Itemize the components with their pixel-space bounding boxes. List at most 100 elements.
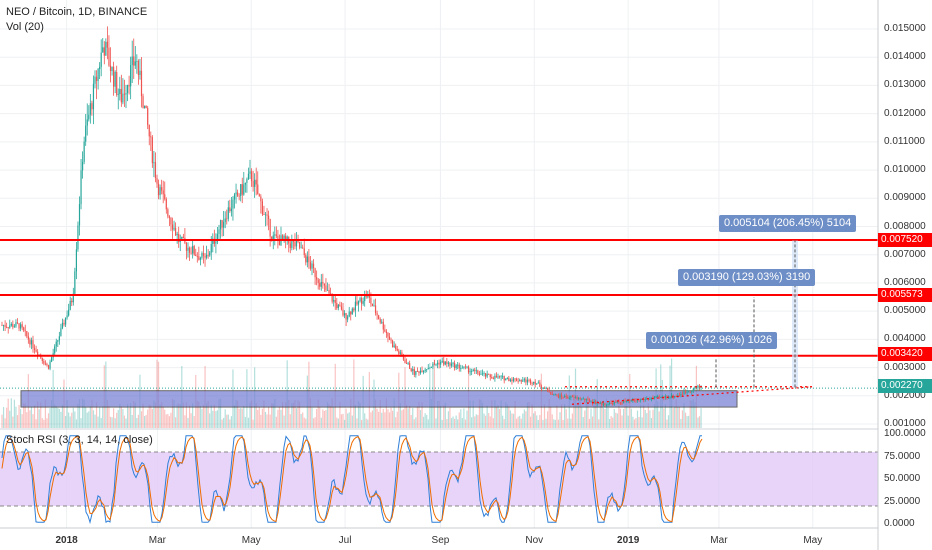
- candle-body: [671, 394, 673, 398]
- candle-body: [376, 312, 378, 316]
- volume-bar: [458, 412, 460, 428]
- time-tick-label: 2018: [55, 535, 78, 546]
- volume-bar: [297, 400, 299, 428]
- volume-bar: [140, 411, 143, 428]
- volume-bar: [190, 413, 192, 428]
- candle-body: [540, 386, 542, 389]
- volume-bar: [238, 408, 240, 428]
- candle-body: [463, 366, 465, 368]
- volume-bar: [326, 402, 329, 428]
- volume-bar: [230, 416, 232, 428]
- candle-body: [689, 391, 691, 393]
- volume-bar: [584, 410, 586, 428]
- candle-body: [210, 244, 212, 253]
- volume-bar: [289, 414, 291, 428]
- volume-bar: [672, 408, 674, 428]
- candle-body: [351, 308, 353, 315]
- volume-bar: [2, 407, 5, 428]
- candle-body: [446, 361, 448, 364]
- candle-body: [405, 362, 408, 364]
- price-tick-label: 0.005000: [884, 305, 926, 317]
- candle-body: [271, 236, 273, 240]
- candle-body: [229, 207, 231, 212]
- symbol-legend[interactable]: NEO / Bitcoin, 1D, BINANCE: [6, 6, 148, 18]
- volume-bar: [41, 418, 43, 428]
- candle-body: [47, 365, 50, 369]
- candle-body: [571, 396, 573, 398]
- candle-body: [274, 234, 276, 236]
- measure-label-1[interactable]: 0.005104 (206.45%) 5104: [719, 215, 857, 232]
- candle-body: [334, 300, 336, 303]
- volume-bar: [7, 398, 9, 428]
- volume-bar: [587, 400, 589, 428]
- measure-lines[interactable]: [715, 240, 798, 388]
- stoch-rsi-legend[interactable]: Stoch RSI (3, 3, 14, 14, close): [6, 434, 153, 446]
- volume-bar: [323, 410, 325, 428]
- candle-body: [316, 277, 318, 280]
- volume-bar: [9, 410, 11, 428]
- candle-body: [154, 162, 157, 179]
- candle-body: [447, 362, 449, 364]
- candle-body: [419, 370, 422, 374]
- candle-body: [44, 363, 46, 365]
- volume-bar: [108, 406, 110, 428]
- volume-bar: [573, 400, 575, 428]
- candle-body: [1, 325, 3, 327]
- candle-body: [421, 370, 423, 373]
- volume-bar: [55, 406, 57, 428]
- volume-bar: [165, 414, 167, 428]
- candle-body: [95, 76, 98, 81]
- support-zone[interactable]: [20, 390, 738, 408]
- measure-label-2[interactable]: 0.003190 (129.03%) 3190: [678, 269, 816, 286]
- measure-label-3[interactable]: 0.001026 (42.96%) 1026: [646, 332, 778, 349]
- candle-body: [404, 359, 406, 363]
- candle-body: [97, 69, 99, 81]
- volume-bar: [466, 410, 468, 428]
- volume-bar: [30, 407, 33, 428]
- volume-bar: [525, 411, 527, 428]
- volume-bar: [602, 407, 604, 428]
- candle-body: [167, 209, 169, 217]
- volume-bar: [77, 403, 79, 428]
- time-tick-label: Jul: [338, 535, 352, 546]
- volume-bar: [517, 416, 519, 428]
- volume-bar: [171, 399, 174, 428]
- volume-bar: [534, 411, 536, 428]
- rsi-tick-label: 50.0000: [884, 473, 921, 484]
- candle-body: [388, 336, 391, 340]
- candle-body: [548, 389, 550, 393]
- candle-body: [103, 47, 105, 56]
- candle-body: [502, 376, 504, 378]
- volume-bar: [15, 406, 17, 428]
- volume-bar: [68, 412, 70, 428]
- volume-bar: [333, 407, 335, 428]
- volume-bar: [365, 418, 367, 428]
- volume-bar: [684, 412, 687, 428]
- volume-bar: [539, 415, 541, 428]
- volume-bar: [60, 411, 62, 428]
- volume-bar: [581, 407, 583, 428]
- volume-bar: [216, 410, 219, 428]
- candle-body: [294, 241, 296, 247]
- volume-bar: [361, 419, 363, 428]
- resistance-lines[interactable]: [0, 239, 878, 405]
- volume-bar: [595, 401, 597, 428]
- candle-body: [308, 256, 310, 263]
- volume-bar: [223, 417, 225, 428]
- candle-body: [147, 107, 149, 125]
- candle-body: [35, 350, 37, 352]
- volume-bar: [120, 406, 122, 428]
- volume-bar: [325, 409, 327, 428]
- candle-body: [547, 387, 549, 390]
- candle-body: [412, 369, 414, 371]
- candle-body: [342, 309, 344, 316]
- volume-bar: [388, 412, 391, 428]
- volume-bar: [69, 416, 71, 428]
- volume-legend[interactable]: Vol (20): [6, 21, 44, 33]
- candle-body: [6, 326, 8, 328]
- volume-bar: [202, 404, 205, 428]
- volume-bar: [419, 410, 422, 428]
- volume-bar: [345, 408, 347, 428]
- volume-bar: [83, 399, 85, 428]
